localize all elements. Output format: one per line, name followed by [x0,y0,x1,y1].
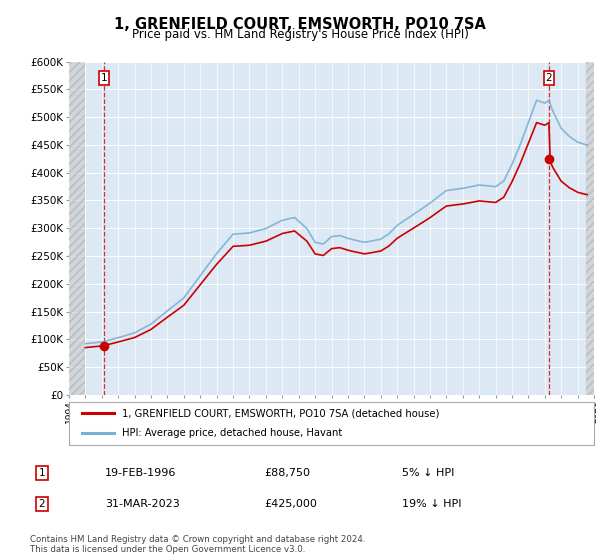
Text: 2: 2 [545,73,552,83]
Bar [586,62,594,395]
Text: 2: 2 [38,499,46,509]
Text: Price paid vs. HM Land Registry's House Price Index (HPI): Price paid vs. HM Land Registry's House … [131,28,469,41]
Text: £88,750: £88,750 [264,468,310,478]
Text: HPI: Average price, detached house, Havant: HPI: Average price, detached house, Hava… [121,428,342,438]
Text: 19% ↓ HPI: 19% ↓ HPI [402,499,461,509]
Text: 19-FEB-1996: 19-FEB-1996 [105,468,176,478]
Text: 31-MAR-2023: 31-MAR-2023 [105,499,180,509]
Text: 1, GRENFIELD COURT, EMSWORTH, PO10 7SA (detached house): 1, GRENFIELD COURT, EMSWORTH, PO10 7SA (… [121,408,439,418]
Text: £425,000: £425,000 [264,499,317,509]
Text: 1: 1 [38,468,46,478]
Text: 5% ↓ HPI: 5% ↓ HPI [402,468,454,478]
Text: 1: 1 [100,73,107,83]
Text: Contains HM Land Registry data © Crown copyright and database right 2024.
This d: Contains HM Land Registry data © Crown c… [30,535,365,554]
Bar [69,62,85,395]
Text: 1, GRENFIELD COURT, EMSWORTH, PO10 7SA: 1, GRENFIELD COURT, EMSWORTH, PO10 7SA [114,17,486,32]
